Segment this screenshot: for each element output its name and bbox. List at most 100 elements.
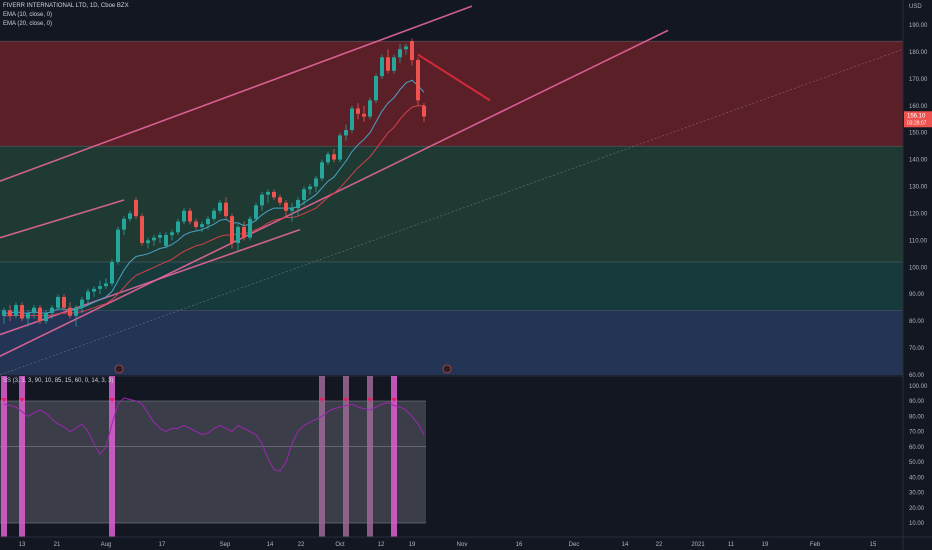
candle-body	[110, 261, 114, 284]
signal-arrow	[319, 398, 325, 402]
candle-body	[20, 305, 24, 319]
candle-body	[86, 291, 90, 300]
oscillator-tick-label: 100.00	[909, 384, 928, 390]
candle-body	[98, 286, 102, 289]
channel-line-1	[0, 199, 125, 239]
candle-body	[50, 307, 54, 314]
currency-label: USD	[909, 4, 922, 10]
oscillator-legend[interactable]: SS (3, 3, 3, 90, 10, 85, 15, 60, 0, 14, …	[3, 378, 114, 384]
candle-body	[260, 194, 264, 206]
last-price-label: 156.10	[907, 113, 926, 119]
candle-body	[62, 296, 66, 308]
time-tick-label: 17	[159, 542, 166, 548]
channel-line-0	[0, 5, 473, 182]
candle-body	[296, 200, 300, 209]
candle-body	[224, 202, 228, 217]
price-axis	[903, 0, 932, 550]
signal-arrow	[109, 398, 115, 402]
candle-body	[14, 305, 18, 316]
zone-band-1	[0, 146, 903, 262]
candle-body	[398, 49, 402, 58]
time-tick-label: 13	[19, 542, 26, 548]
candle-body	[122, 218, 126, 230]
time-tick-label: 14	[267, 542, 274, 548]
last-price-tag	[904, 111, 932, 128]
time-tick-label: Oct	[335, 542, 345, 548]
candle-body	[74, 307, 78, 316]
signal-arrow	[391, 398, 397, 402]
time-tick-label: 14	[622, 542, 629, 548]
oscillator-signal-bar	[109, 376, 115, 537]
candle-body	[56, 296, 60, 308]
candle-body	[332, 154, 336, 160]
oscillator-tick-label: 80.00	[909, 414, 925, 420]
candle-body	[326, 154, 330, 163]
candle-body	[176, 221, 180, 233]
chart-legend: FIVERR INTERNATIONAL LTD, 1D, Cboe BZX E…	[3, 2, 129, 29]
candle-body	[236, 226, 240, 244]
candle-body	[320, 162, 324, 179]
ema20-legend[interactable]: EMA (20, close, 0)	[3, 21, 53, 27]
price-tick-label: 180.00	[909, 50, 928, 56]
candle-body	[404, 46, 408, 50]
candle-body	[230, 216, 234, 244]
countdown-label: 03:28:07	[907, 120, 927, 126]
price-tick-label: 100.00	[909, 265, 928, 271]
candle-body	[170, 232, 174, 235]
candle-body	[368, 100, 372, 117]
oscillator-signal-bar	[1, 376, 7, 537]
price-tick-label: 120.00	[909, 211, 928, 217]
time-tick-label: 19	[762, 542, 769, 548]
candle-body	[242, 226, 246, 238]
candle-body	[116, 229, 120, 262]
event-marker	[442, 364, 452, 374]
candle-body	[248, 218, 252, 238]
oscillator-band	[0, 401, 426, 523]
price-tick-label: 110.00	[909, 238, 928, 244]
candle-body	[380, 57, 384, 77]
candle-body	[188, 210, 192, 222]
oscillator-tick-label: 70.00	[909, 430, 925, 436]
candle-body	[386, 57, 390, 71]
candle-body	[8, 310, 12, 316]
oscillator-tick-label: 30.00	[909, 491, 925, 497]
candle-body	[158, 235, 162, 238]
price-tick-label: 90.00	[909, 292, 925, 298]
signal-arrow	[19, 398, 25, 402]
time-tick-label: 22	[298, 542, 305, 548]
ema10-legend[interactable]: EMA (10, close, 0)	[3, 12, 53, 18]
price-tick-label: 160.00	[909, 104, 928, 110]
zone-band-2	[0, 261, 903, 311]
zone-band-3	[0, 310, 903, 375]
candle-body	[68, 307, 72, 316]
zone-band-0	[0, 41, 903, 147]
candle-body	[374, 76, 378, 101]
price-tick-label: 130.00	[909, 185, 928, 191]
oscillator-tick-label: 40.00	[909, 475, 925, 481]
signal-arrow	[343, 398, 349, 402]
price-tick-label: 60.00	[909, 373, 925, 379]
oscillator-signal-bar	[19, 376, 25, 537]
symbol-title[interactable]: FIVERR INTERNATIONAL LTD, 1D, Cboe BZX	[3, 3, 129, 9]
candle-body	[140, 216, 144, 244]
time-tick-label: Aug	[101, 542, 112, 548]
channel-line-3	[0, 228, 301, 336]
oscillator-signal-bar	[391, 376, 397, 537]
time-tick-label: 15	[870, 542, 877, 548]
candle-body	[272, 191, 276, 198]
candle-body	[410, 41, 414, 60]
projection-line	[417, 53, 491, 102]
candle-body	[350, 108, 354, 130]
time-tick-label: 11	[728, 542, 735, 548]
price-tick-label: 140.00	[909, 158, 928, 164]
candle-body	[200, 224, 204, 227]
candle-body	[80, 299, 84, 308]
candle-body	[152, 237, 156, 241]
oscillator-tick-label: 90.00	[909, 399, 925, 405]
time-tick-label: 12	[378, 542, 385, 548]
candle-body	[416, 60, 420, 101]
price-tick-label: 80.00	[909, 319, 925, 325]
candle-body	[44, 313, 48, 322]
oscillator-tick-label: 10.00	[909, 521, 925, 527]
